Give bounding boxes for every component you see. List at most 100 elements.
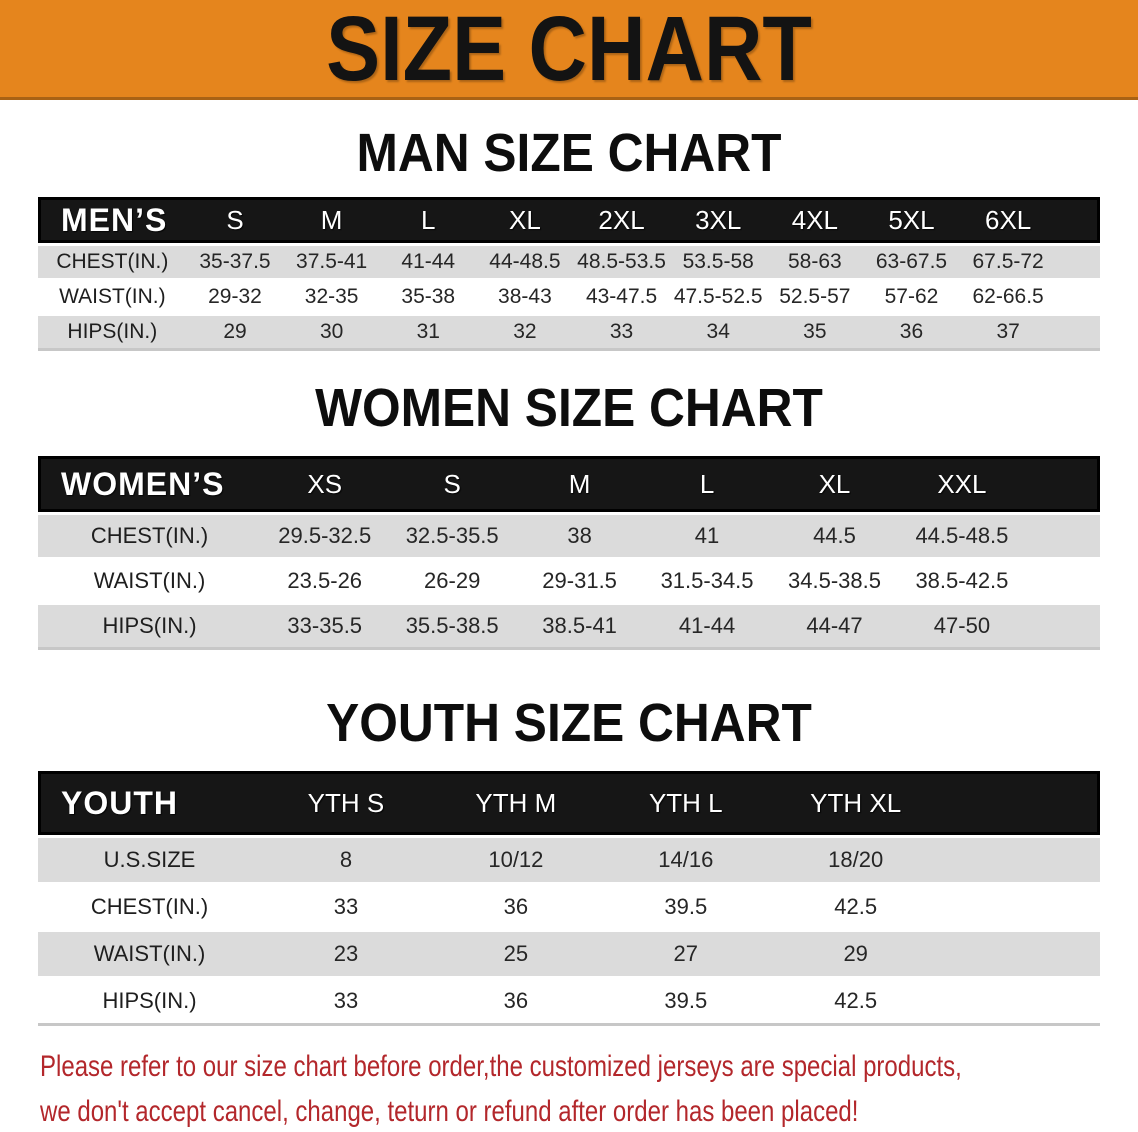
size-value-cell: 38.5-42.5	[915, 568, 1009, 593]
size-value-cell: 30	[283, 316, 380, 348]
size-column-header: S	[388, 456, 516, 512]
size-value-cell: 41-44	[643, 605, 770, 647]
row-label: WAIST(IN.)	[59, 285, 166, 308]
size-value-cell: 36	[431, 979, 601, 1023]
size-value-cell: 27	[673, 941, 699, 966]
size-value-cell: 42.5	[834, 894, 878, 919]
row-spacer	[941, 979, 1100, 1023]
table-row: WAIST(IN.) 23 25 27 29	[38, 932, 1100, 976]
table-row: WAIST(IN.) 29-32 32-35 35-38 38-43 43-47.5 47.…	[38, 281, 1100, 313]
table-body: CHEST(IN.) 35-37.5 37.5-41 41-44 44-48.5 48.5…	[38, 246, 1100, 348]
size-value-cell: 57-62	[884, 285, 939, 308]
size-value-cell: 44.5	[813, 523, 856, 548]
table-header-row: WOMEN’S XS S M L XL XXL	[38, 456, 1100, 512]
row-label: CHEST(IN.)	[90, 523, 209, 548]
size-value-cell: 35	[767, 316, 864, 348]
size-column-header: M	[283, 197, 380, 243]
banner-title: SIZE CHART	[326, 0, 812, 100]
section-youth: YOUTH SIZE CHART YOUTH YTH S YTH M YTH L YTH…	[0, 696, 1138, 1026]
size-value-cell: 63-67.5	[875, 250, 948, 273]
size-value-cell: 62-66.5	[972, 285, 1044, 308]
size-value-cell: 33-35.5	[261, 605, 388, 647]
table-body: U.S.SIZE 8 10/12 14/16 18/20 CHEST(IN.) 33 36 39…	[38, 838, 1100, 1023]
table-row: U.S.SIZE 8 10/12 14/16 18/20	[38, 838, 1100, 882]
row-label: U.S.SIZE	[103, 847, 196, 872]
size-value-cell: 37.5-41	[296, 250, 368, 273]
table-row: WAIST(IN.) 23.5-26 26-29 29-31.5 31.5-34.5 34…	[38, 560, 1100, 602]
table-row: CHEST(IN.) 29.5-32.5 32.5-35.5 38 41 44.5 44.5…	[38, 515, 1100, 557]
size-value-cell: 44.5-48.5	[915, 523, 1009, 548]
youth-size-table: YOUTH YTH S YTH M YTH L YTH XL U.S.SIZE 8 10/12…	[38, 768, 1100, 1026]
table-row: CHEST(IN.) 33 36 39.5 42.5	[38, 885, 1100, 929]
row-spacer	[941, 885, 1100, 929]
row-spacer	[941, 932, 1100, 976]
size-value-cell: 29-32	[208, 285, 262, 308]
size-value-cell: 39.5	[601, 979, 771, 1023]
header-spacer	[940, 771, 1100, 835]
section-women: WOMEN SIZE CHART WOMEN’S XS S M L XL XXL CHEST(…	[0, 381, 1138, 650]
table-header-label: YOUTH	[38, 771, 262, 835]
size-value-cell: 29	[187, 316, 284, 348]
size-value-cell: 38.5-41	[516, 605, 643, 647]
size-value-cell: 44-47	[771, 605, 898, 647]
size-value-cell: 33	[333, 894, 359, 919]
footnote-line-2: we don't accept cancel, change, teturn o…	[40, 1095, 859, 1128]
size-value-cell: 36	[863, 316, 960, 348]
row-label: WAIST(IN.)	[93, 568, 206, 593]
size-column-header: L	[379, 197, 477, 243]
row-spacer	[1026, 515, 1100, 557]
row-label: WAIST(IN.)	[93, 941, 206, 966]
size-column-header: YTH S	[261, 771, 431, 835]
size-value-cell: 44-48.5	[489, 250, 561, 273]
size-value-cell: 47.5-52.5	[673, 285, 763, 308]
size-value-cell: 14/16	[658, 847, 714, 872]
size-value-cell: 43-47.5	[585, 285, 658, 308]
size-value-cell: 29	[843, 941, 868, 966]
size-column-header: YTH M	[430, 771, 601, 835]
section-men: MAN SIZE CHART MEN’S S M L XL 2XL 3XL 4XL 5XL 6XL…	[0, 126, 1138, 351]
size-value-cell: 29-31.5	[542, 568, 617, 593]
size-value-cell: 31	[380, 316, 477, 348]
size-value-cell: 31.5-34.5	[660, 568, 754, 593]
row-label: HIPS(IN.)	[38, 979, 261, 1023]
table-header: MEN’S S M L XL 2XL 3XL 4XL 5XL 6XL	[38, 197, 1100, 243]
table-header-label: WOMEN’S	[38, 456, 262, 512]
row-label: CHEST(IN.)	[56, 250, 169, 273]
size-value-cell: 42.5	[771, 979, 941, 1023]
row-spacer	[1056, 281, 1100, 313]
size-value-cell: 33	[573, 316, 670, 348]
size-column-header: M	[515, 456, 644, 512]
size-column-header: 6XL	[959, 197, 1057, 243]
size-value-cell: 34	[670, 316, 767, 348]
row-spacer	[941, 838, 1100, 882]
size-value-cell: 52.5-57	[779, 285, 851, 308]
footnote: Please refer to our size chart before or…	[40, 1044, 1138, 1132]
size-value-cell: 29.5-32.5	[278, 523, 372, 548]
size-value-cell: 18/20	[828, 847, 884, 872]
table-header-label: MEN’S	[38, 197, 187, 243]
size-value-cell: 36	[503, 894, 529, 919]
size-value-cell: 26-29	[424, 568, 481, 593]
size-column-header: YTH L	[600, 771, 771, 835]
table-row: CHEST(IN.) 35-37.5 37.5-41 41-44 44-48.5 48.5…	[38, 246, 1100, 278]
banner: SIZE CHART	[0, 0, 1138, 100]
size-value-cell: 47-50	[898, 605, 1025, 647]
size-value-cell: 41-44	[401, 250, 456, 273]
size-column-header: XS	[261, 456, 389, 512]
row-spacer	[1056, 246, 1100, 278]
table-row: HIPS(IN.) 33-35.5 35.5-38.5 38.5-41 41-44 44-…	[38, 605, 1100, 647]
size-column-header: S	[186, 197, 284, 243]
size-column-header: XL	[770, 456, 899, 512]
women-section-title: WOMEN SIZE CHART	[315, 378, 823, 438]
size-column-header: XL	[476, 197, 574, 243]
table-header: YOUTH YTH S YTH M YTH L YTH XL	[38, 771, 1100, 835]
row-spacer	[1026, 605, 1100, 647]
size-value-cell: 38-43	[498, 285, 552, 308]
row-label: HIPS(IN.)	[38, 605, 261, 647]
size-column-header: XXL	[898, 456, 1026, 512]
size-column-header: 4XL	[766, 197, 864, 243]
size-value-cell: 35-38	[401, 285, 456, 308]
size-value-cell: 37	[960, 316, 1057, 348]
size-value-cell: 33	[261, 979, 431, 1023]
